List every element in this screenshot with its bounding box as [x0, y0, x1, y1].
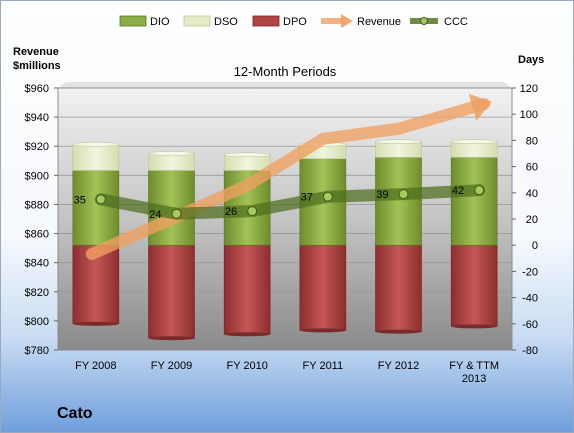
- bar-dso: [375, 141, 422, 158]
- ccc-line: [94, 184, 486, 220]
- legend-item-revenue: Revenue: [321, 14, 401, 28]
- right-axis-title: Days: [518, 54, 544, 66]
- left-tick-label: $940: [25, 112, 49, 124]
- legend-swatch: [183, 15, 211, 27]
- category-label: FY 2012: [378, 360, 419, 372]
- bar-dso: [450, 141, 498, 158]
- plot-top-wall: [58, 82, 512, 88]
- right-tick-label: 20: [526, 214, 538, 226]
- bar-dpo-base: [375, 329, 422, 334]
- bar-dso-top: [148, 151, 195, 156]
- right-tick-label: 80: [526, 135, 538, 147]
- bar-dso: [72, 144, 120, 171]
- bar-dpo: [223, 244, 271, 335]
- ccc-data-label: 42: [452, 185, 464, 197]
- company-name: Cato: [57, 405, 93, 422]
- ccc-point: [95, 194, 106, 205]
- right-tick-label: 0: [532, 240, 538, 252]
- legend-label: Revenue: [357, 16, 401, 28]
- legend-label: CCC: [444, 16, 468, 28]
- left-axis-title: Revenue: [13, 46, 59, 58]
- legend-label: DIO: [150, 16, 170, 28]
- ccc-point: [247, 206, 258, 217]
- legend-swatch: [252, 15, 280, 27]
- ccc-point: [398, 189, 409, 200]
- legend-swatch: [119, 15, 147, 27]
- bar-dpo: [299, 244, 347, 331]
- legend-arrowhead: [341, 14, 353, 28]
- bar-dpo-base: [299, 328, 346, 333]
- bar-dpo-base: [451, 324, 498, 329]
- bar-dpo-base: [72, 321, 119, 326]
- plot-area: $780 $800 $820 $840 $860 $880 $900 $920 $940 $960…: [25, 82, 538, 385]
- bar-dpo: [148, 244, 195, 339]
- left-axis-title: $millions: [13, 60, 61, 72]
- left-tick-label: $880: [25, 199, 49, 211]
- axes-titles: 12-Month Periods Revenue $millions Days: [13, 46, 544, 79]
- revenue-line: [85, 98, 491, 260]
- category-label: 2013: [462, 373, 486, 385]
- ccc-point: [171, 208, 182, 219]
- ccc-point: [322, 191, 333, 202]
- right-tick-label: -80: [522, 345, 538, 357]
- bar-dpo-base: [224, 332, 271, 337]
- bar-dso-top: [223, 152, 271, 158]
- left-tick-label: $920: [25, 141, 49, 153]
- ccc-data-label: 39: [376, 189, 388, 201]
- left-tick-label: $860: [25, 229, 49, 241]
- left-tick-label: $780: [25, 345, 49, 357]
- revenue-arrowhead: [468, 93, 492, 121]
- bar-dio: [72, 170, 120, 246]
- bar-dso: [148, 153, 195, 171]
- ccc-data-label: 35: [74, 194, 86, 206]
- bar-dso-top: [72, 142, 120, 147]
- legend-label: DPO: [283, 16, 307, 28]
- legend-item-dso: DSO: [183, 15, 238, 28]
- left-tick-label: $820: [25, 287, 49, 299]
- bar-dso: [223, 154, 271, 171]
- ccc-data-label: 24: [149, 209, 161, 221]
- right-tick-label: -20: [522, 266, 538, 278]
- bar-dio: [450, 157, 498, 246]
- category-label: FY 2009: [151, 360, 192, 372]
- legend-item-dio: DIO: [119, 15, 170, 28]
- right-tick-label: 100: [520, 109, 538, 121]
- left-tick-label: $840: [25, 258, 49, 270]
- chart-title: 12-Month Periods: [234, 64, 337, 79]
- bar-dpo: [450, 244, 498, 327]
- bar-dpo-base: [148, 336, 195, 341]
- right-tick-label: -60: [522, 319, 538, 331]
- ccc-data-label: 37: [301, 192, 313, 204]
- category-label: FY 2010: [226, 360, 267, 372]
- plot-background: [58, 88, 512, 350]
- ccc-point: [474, 185, 485, 196]
- legend-label: DSO: [214, 16, 238, 28]
- left-tick-label: $900: [25, 170, 49, 182]
- legend-item-dpo: DPO: [252, 15, 307, 28]
- legend-marker: [420, 17, 428, 25]
- right-tick-label: -40: [522, 293, 538, 305]
- category-label: FY & TTM: [449, 360, 499, 372]
- legend: DIO DSO DPO Revenue CCC: [119, 14, 468, 28]
- right-tick-label: 40: [526, 188, 538, 200]
- left-tick-label: $800: [25, 316, 49, 328]
- bar-dpo: [375, 244, 422, 332]
- legend-item-ccc: CCC: [410, 16, 468, 28]
- bar-dso-top: [450, 139, 498, 144]
- category-label: FY 2008: [75, 360, 116, 372]
- category-label: FY 2011: [303, 360, 344, 372]
- bar-dio: [375, 157, 422, 246]
- left-tick-label: $960: [25, 83, 49, 95]
- bar-dso-top: [375, 139, 422, 144]
- ccc-data-label: 26: [225, 206, 237, 218]
- right-tick-label: 60: [526, 162, 538, 174]
- right-tick-label: 120: [520, 83, 538, 95]
